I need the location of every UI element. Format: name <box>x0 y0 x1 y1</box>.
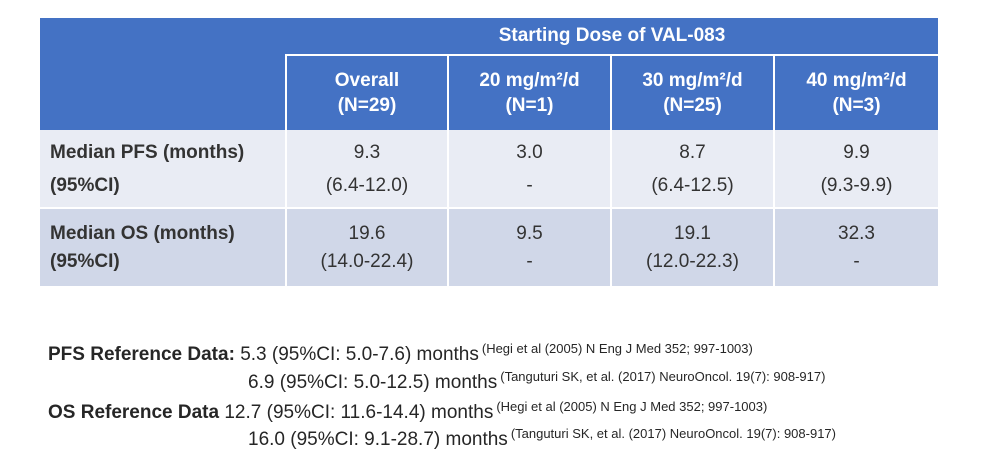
row-label-ci: (95%CI) <box>50 250 120 272</box>
cell-ci: (14.0-22.4) <box>320 250 414 272</box>
os-reference-line-1: OS Reference Data 12.7 (95%CI: 11.6-14.4… <box>48 399 767 424</box>
row-label-title: Median OS (months) <box>50 222 235 244</box>
pfs-reference-line-1: PFS Reference Data: 5.3 (95%CI: 5.0-7.6)… <box>48 341 753 366</box>
table-cell: 9.3 (6.4-12.0) <box>285 130 448 208</box>
cell-ci: (9.3-9.9) <box>820 174 893 196</box>
column-header-label: 20 mg/m²/d <box>479 70 580 91</box>
header-corner-cell <box>40 18 286 130</box>
table-cell: 9.9 (9.3-9.9) <box>772 130 939 208</box>
cell-value: 9.3 <box>353 141 381 163</box>
cell-value: 3.0 <box>516 141 543 163</box>
cell-ci: - <box>526 250 533 272</box>
reference-citation: (Tanguturi SK, et al. (2017) NeuroOncol.… <box>500 369 826 384</box>
column-header-label: Overall <box>334 70 400 91</box>
column-header-30mg: 30 mg/m²/d (N=25) <box>610 54 774 130</box>
table-cell: 9.5 - <box>447 207 611 286</box>
column-header-n: (N=25) <box>663 95 722 116</box>
cell-ci: (6.4-12.5) <box>651 174 734 196</box>
cell-value: 9.5 <box>516 222 543 244</box>
reference-value: 16.0 (95%CI: 9.1-28.7) months <box>248 429 508 450</box>
cell-value: 8.7 <box>679 141 706 163</box>
column-header-label: 30 mg/m²/d <box>642 70 743 91</box>
reference-value: 12.7 (95%CI: 11.6-14.4) months <box>224 402 494 423</box>
header-group-label: Starting Dose of VAL-083 <box>286 18 939 55</box>
pfs-reference-label: PFS Reference Data: <box>48 344 235 365</box>
reference-citation: (Tanguturi SK, et al. (2017) NeuroOncol.… <box>510 426 836 441</box>
table-row-median-os: Median OS (months) (95%CI) 19.6 (14.0-22… <box>40 207 939 286</box>
table-cell: 19.6 (14.0-22.4) <box>285 207 448 286</box>
column-header-n: (N=29) <box>337 95 397 116</box>
cell-ci: - <box>853 250 860 272</box>
cell-ci: (12.0-22.3) <box>646 250 739 272</box>
column-header-20mg: 20 mg/m²/d (N=1) <box>447 54 611 130</box>
cell-value: 19.6 <box>348 222 386 244</box>
reference-value: 5.3 (95%CI: 5.0-7.6) months <box>240 344 479 365</box>
table-header-row-columns: Overall (N=29) 20 mg/m²/d (N=1) 30 mg/m²… <box>40 54 939 130</box>
cell-value: 32.3 <box>838 222 875 244</box>
table-cell: 32.3 - <box>772 207 939 286</box>
column-header-n: (N=3) <box>832 95 881 116</box>
row-label-median-pfs: Median PFS (months) (95%CI) <box>40 130 286 208</box>
column-header-40mg: 40 mg/m²/d (N=3) <box>772 54 939 130</box>
cell-value: 9.9 <box>843 141 870 163</box>
row-label-ci: (95%CI) <box>50 174 120 196</box>
cell-ci: - <box>526 174 533 196</box>
table-row-median-pfs: Median PFS (months) (95%CI) 9.3 (6.4-12.… <box>40 130 939 208</box>
reference-citation: (Hegi et al (2005) N Eng J Med 352; 997-… <box>481 341 753 356</box>
column-header-overall: Overall (N=29) <box>285 54 448 130</box>
cell-ci: (6.4-12.0) <box>325 174 409 196</box>
results-table: Starting Dose of VAL-083 Overall (N=29) … <box>40 18 939 286</box>
column-header-label: 40 mg/m²/d <box>806 70 907 91</box>
table-cell: 3.0 - <box>447 130 611 208</box>
pfs-reference-line-2: 6.9 (95%CI: 5.0-12.5) months (Tanguturi S… <box>248 369 825 394</box>
reference-value: 6.9 (95%CI: 5.0-12.5) months <box>248 372 498 393</box>
table-cell: 8.7 (6.4-12.5) <box>610 130 774 208</box>
os-reference-label: OS Reference Data <box>48 402 220 423</box>
row-label-median-os: Median OS (months) (95%CI) <box>40 207 286 286</box>
os-reference-line-2: 16.0 (95%CI: 9.1-28.7) months (Tanguturi … <box>248 426 836 451</box>
table-header-row-group: Starting Dose of VAL-083 <box>40 18 939 130</box>
table-cell: 19.1 (12.0-22.3) <box>610 207 774 286</box>
row-label-title: Median PFS (months) <box>50 141 245 163</box>
column-header-n: (N=1) <box>505 95 554 116</box>
reference-citation: (Hegi et al (2005) N Eng J Med 352; 997-… <box>496 399 768 414</box>
cell-value: 19.1 <box>674 222 711 244</box>
